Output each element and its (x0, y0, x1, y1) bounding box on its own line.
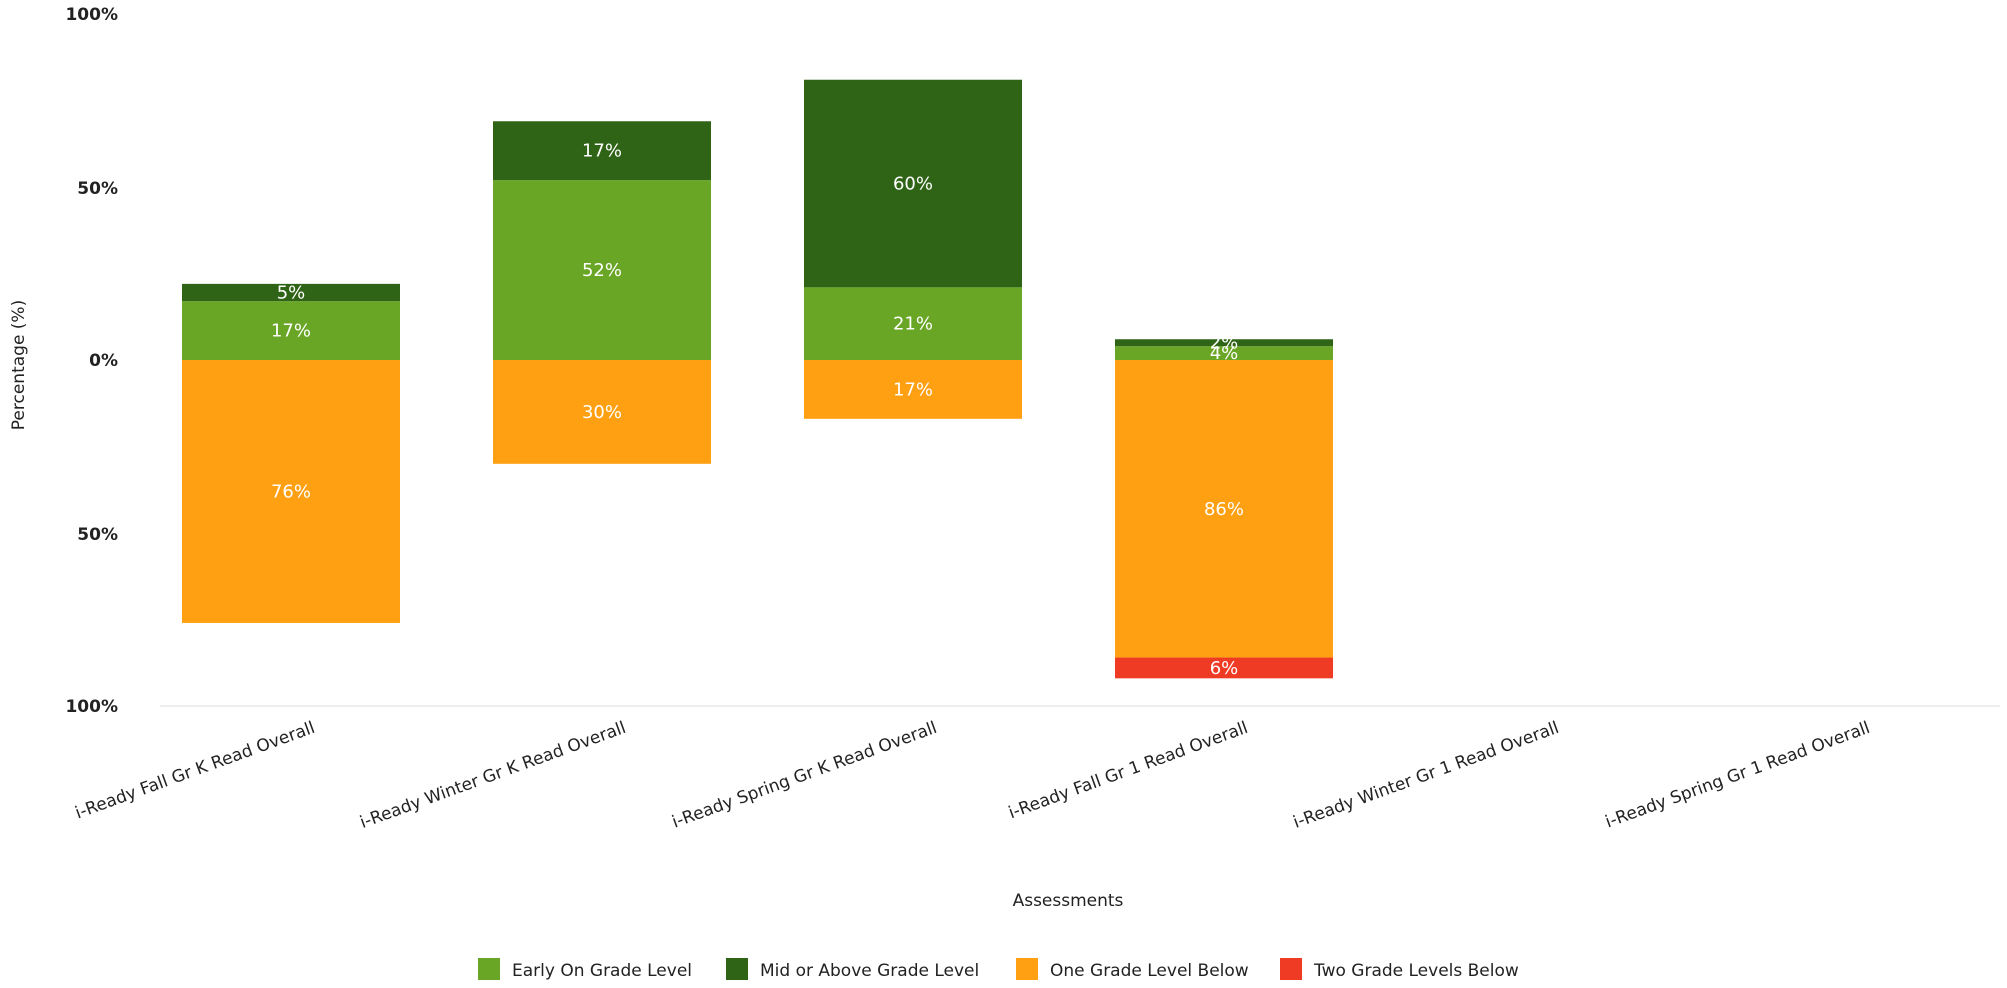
legend-item-label: Mid or Above Grade Level (760, 961, 979, 981)
y-tick-label: 50% (77, 179, 118, 199)
legend-swatch (1016, 958, 1038, 980)
bar-segment (1115, 360, 1333, 658)
bars: 17% 5% 76% 52% 17% 30% 21% 60% 17% 4%2% 86% 6% (182, 79, 1333, 679)
x-category-label: i-Ready Fall Gr 1 Read Overall (1006, 718, 1251, 823)
bar-segment (493, 180, 711, 360)
y-tick-label: 0% (89, 351, 118, 371)
bar-segment (1115, 346, 1333, 360)
bar-segment (804, 360, 1022, 419)
x-category-label: i-Ready Winter Gr K Read Overall (357, 718, 628, 833)
bar-data-label: 30% (582, 402, 622, 423)
bar-data-label: 52% (582, 260, 622, 281)
legend-swatch (726, 958, 748, 980)
x-category-label: i-Ready Winter Gr 1 Read Overall (1291, 718, 1562, 833)
y-tick-label: 100% (65, 697, 118, 717)
legend-item-label: Two Grade Levels Below (1313, 961, 1519, 981)
legend-swatch (1280, 958, 1302, 980)
bar-segment (493, 121, 711, 181)
bar-data-label: 17% (582, 141, 622, 162)
bar-data-label: 4% (1210, 343, 1239, 364)
bar-data-label: 86% (1204, 499, 1244, 520)
bar-segment (493, 360, 711, 464)
y-tick-label: 100% (65, 5, 118, 25)
bar-segment (1115, 657, 1333, 679)
bar-data-label: 6% (1210, 658, 1239, 679)
legend-swatch (478, 958, 500, 980)
bar-segment (804, 287, 1022, 360)
bar-data-label: 17% (271, 321, 311, 342)
bar-data-label: 60% (893, 174, 933, 195)
legend-item-label: One Grade Level Below (1050, 961, 1249, 981)
bar-segment (182, 301, 400, 360)
y-tick-label: 50% (77, 525, 118, 545)
y-axis-title: Percentage (%) (9, 300, 29, 430)
x-category-label: i-Ready Spring Gr K Read Overall (669, 718, 939, 833)
bar-segment (1115, 339, 1333, 347)
legend: Early On Grade Level Mid or Above Grade L… (478, 958, 1519, 981)
x-axis-category-labels: i-Ready Fall Gr K Read Overall i-Ready Wi… (73, 718, 1873, 833)
x-axis-title: Assessments (1013, 891, 1124, 911)
bar-data-label: 21% (893, 314, 933, 335)
bar-data-label: 2% (1210, 333, 1239, 354)
y-axis-ticks: 100% 50% 0% 50% 100% (65, 5, 118, 717)
x-category-label: i-Ready Fall Gr K Read Overall (73, 718, 318, 824)
bar-data-label: 5% (277, 283, 306, 304)
x-category-label: i-Ready Spring Gr 1 Read Overall (1603, 718, 1873, 833)
legend-item-label: Early On Grade Level (512, 961, 692, 981)
bar-segment (182, 283, 400, 302)
bar-data-label: 76% (271, 481, 311, 502)
bar-segment (182, 360, 400, 623)
bar-segment (804, 79, 1022, 288)
bar-data-label: 17% (893, 379, 933, 400)
